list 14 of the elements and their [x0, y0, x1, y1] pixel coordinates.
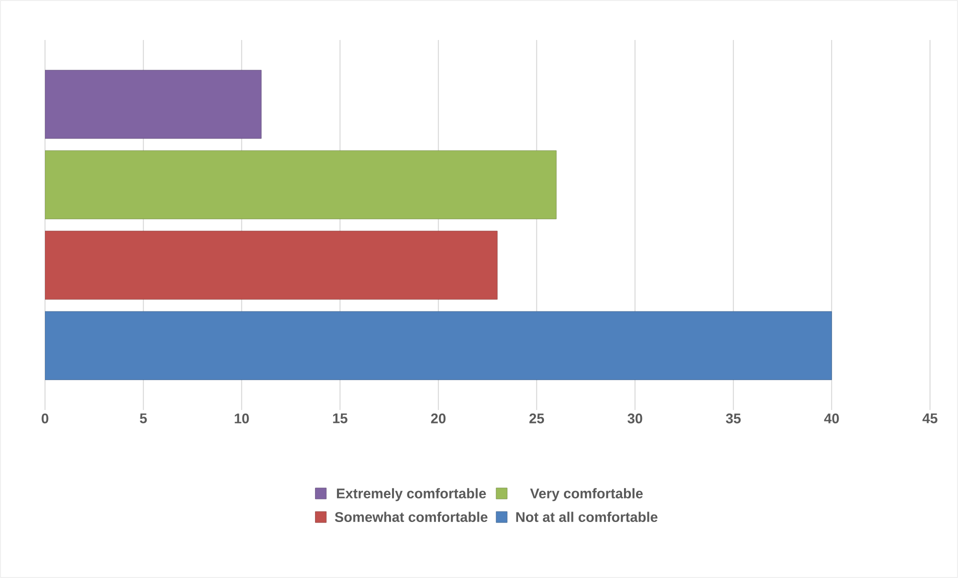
x-tick-label: 5: [140, 414, 147, 424]
x-tick-label: 35: [726, 413, 741, 424]
x-tick-label: 45: [922, 414, 938, 424]
x-tick-label: 20: [431, 413, 446, 424]
x-tick-label: 0: [42, 413, 48, 424]
x-tick-label: 10: [234, 413, 249, 424]
x-tick-label: 15: [333, 414, 348, 424]
legend-label: Very comfortable: [530, 488, 643, 502]
x-tick-label: 25: [529, 413, 544, 424]
x-tick-label: 40: [824, 413, 839, 424]
legend-label: Not at all comfortable: [516, 512, 658, 522]
legend-label: Extremely comfortable: [336, 488, 486, 502]
legend-label: Somewhat comfortable: [334, 512, 488, 522]
x-tick-label: 30: [628, 413, 642, 424]
